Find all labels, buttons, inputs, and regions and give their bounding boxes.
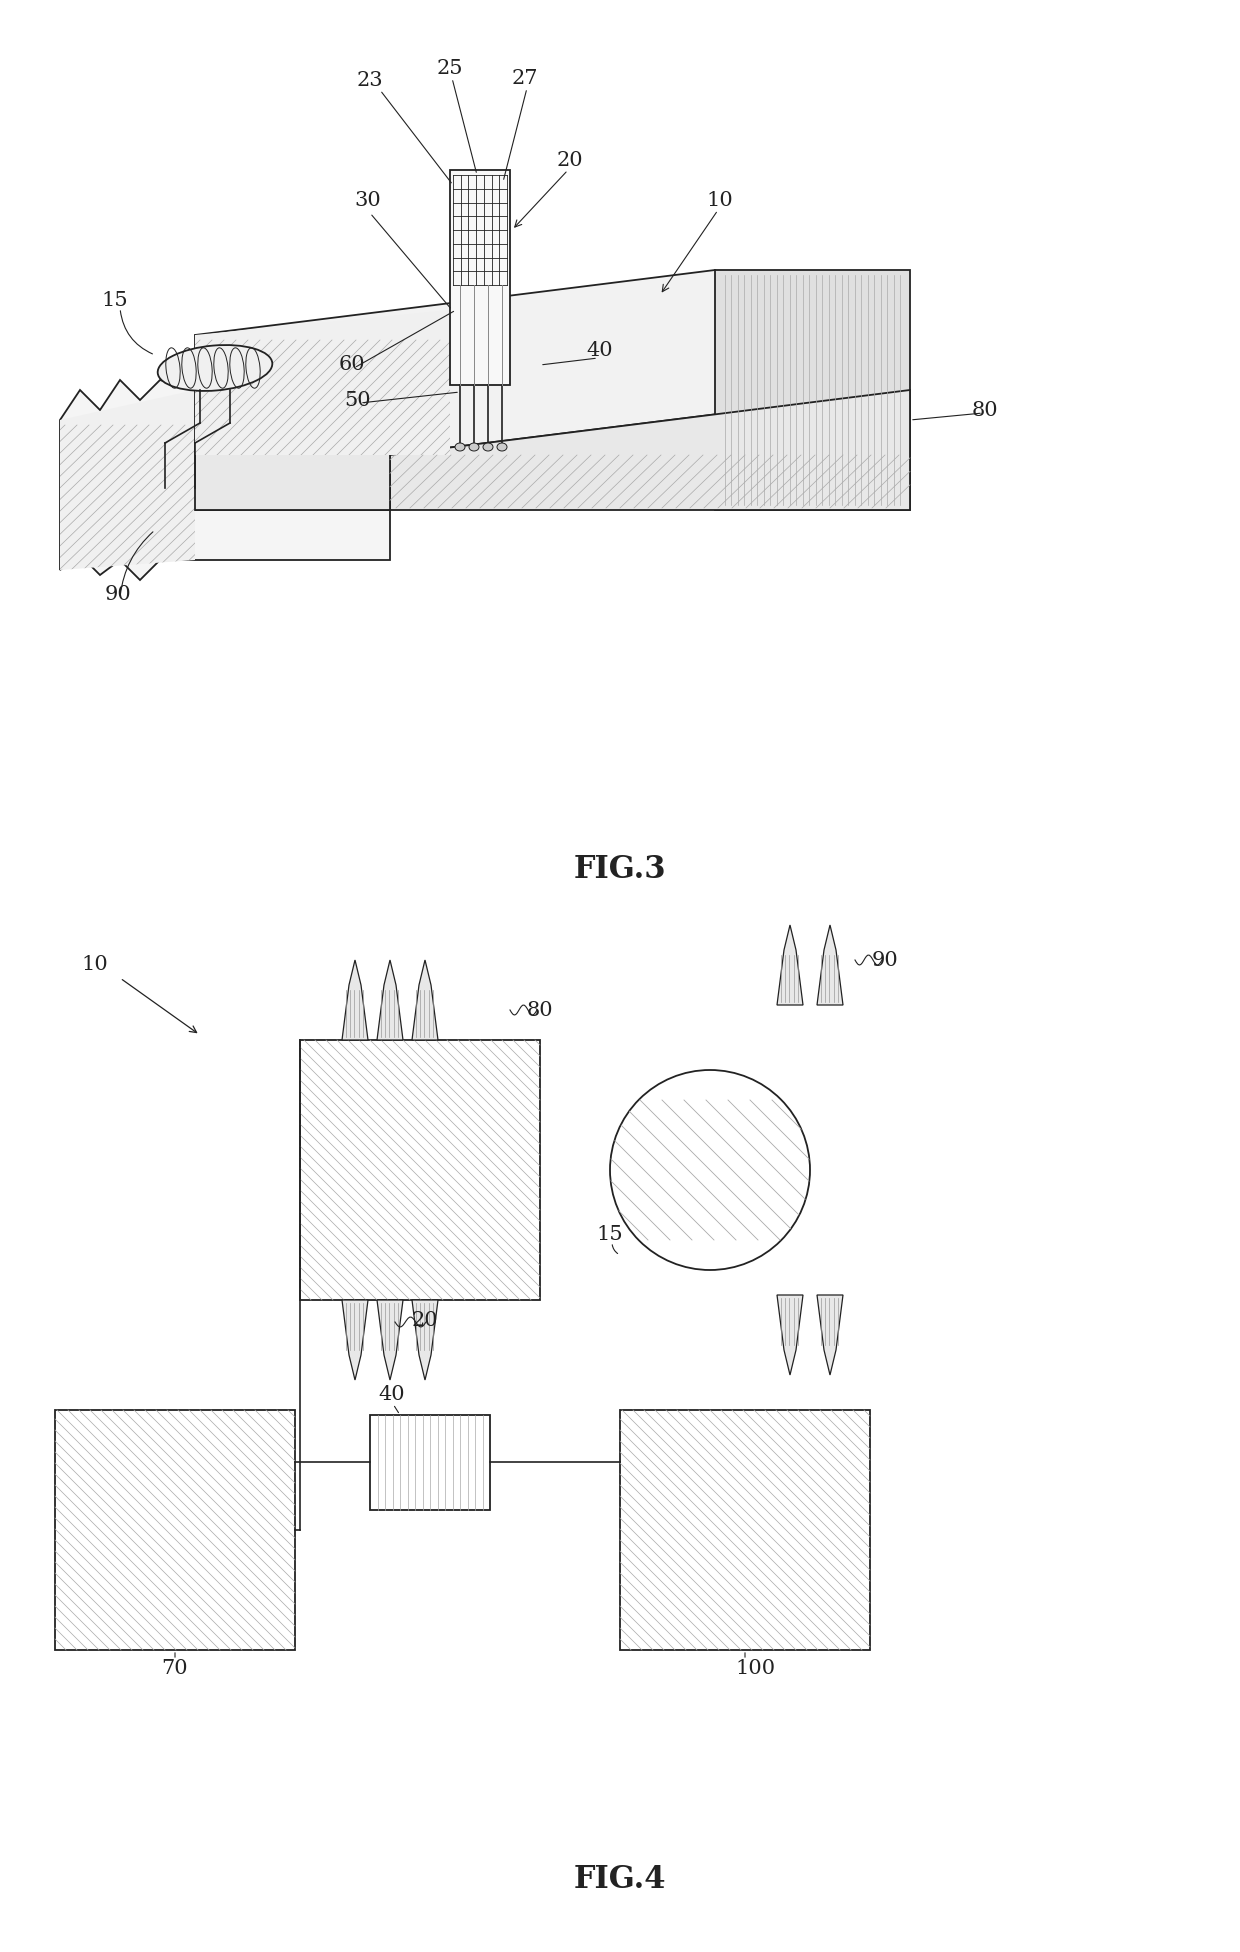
Text: 20: 20 [412, 1310, 438, 1329]
Text: 80: 80 [527, 1001, 553, 1019]
Polygon shape [412, 960, 438, 1040]
Text: 10: 10 [82, 955, 108, 974]
Polygon shape [777, 1294, 804, 1374]
Bar [300, 1040, 539, 1300]
Polygon shape [342, 960, 368, 1040]
Bar [620, 1409, 870, 1649]
Polygon shape [777, 925, 804, 1005]
Text: 100: 100 [735, 1659, 775, 1677]
Polygon shape [342, 1300, 368, 1380]
Text: 30: 30 [355, 191, 382, 209]
Text: 80: 80 [972, 400, 998, 420]
Ellipse shape [157, 346, 273, 390]
Polygon shape [817, 925, 843, 1005]
Text: 10: 10 [707, 191, 733, 209]
Polygon shape [377, 960, 403, 1040]
Polygon shape [817, 1294, 843, 1374]
Ellipse shape [497, 443, 507, 451]
Circle shape [610, 1070, 810, 1271]
Bar [370, 1415, 490, 1511]
Text: 70: 70 [161, 1659, 188, 1677]
Text: 25: 25 [436, 59, 464, 78]
Polygon shape [195, 269, 910, 455]
Text: FIG.4: FIG.4 [574, 1864, 666, 1895]
Text: 60: 60 [339, 355, 366, 375]
Polygon shape [195, 336, 391, 509]
Bar [450, 170, 510, 385]
Text: 90: 90 [872, 951, 898, 970]
Ellipse shape [484, 443, 494, 451]
Polygon shape [60, 381, 391, 580]
Text: 15: 15 [102, 291, 128, 310]
Bar [55, 1409, 295, 1649]
Polygon shape [195, 310, 450, 455]
Polygon shape [391, 390, 910, 509]
Text: 40: 40 [378, 1386, 405, 1405]
Ellipse shape [455, 443, 465, 451]
Text: 27: 27 [512, 68, 538, 88]
Polygon shape [715, 269, 910, 509]
Ellipse shape [469, 443, 479, 451]
Text: 40: 40 [587, 340, 614, 359]
Polygon shape [412, 1300, 438, 1380]
Polygon shape [60, 390, 195, 570]
Polygon shape [377, 1300, 403, 1380]
Text: 90: 90 [104, 586, 131, 605]
Text: FIG.3: FIG.3 [574, 855, 666, 886]
Text: 23: 23 [357, 70, 383, 90]
Text: 20: 20 [557, 150, 583, 170]
Text: 15: 15 [596, 1226, 624, 1245]
Text: 50: 50 [345, 390, 371, 410]
